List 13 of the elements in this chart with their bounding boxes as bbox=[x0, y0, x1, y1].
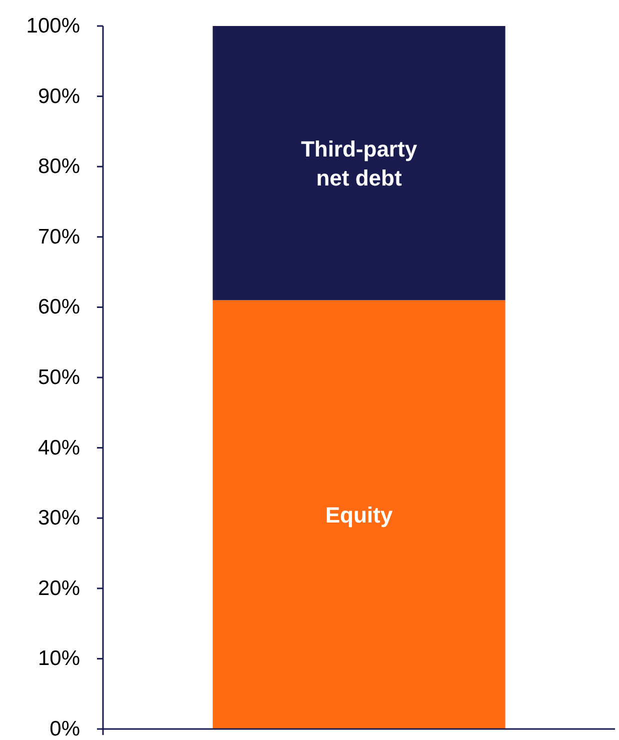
series-label: Third-party net debt bbox=[300, 136, 418, 190]
y-tick-label: 30% bbox=[38, 506, 80, 530]
y-tick-label: 80% bbox=[38, 155, 80, 178]
y-tick-label: 100% bbox=[26, 14, 80, 38]
series-label: Equity bbox=[325, 502, 394, 528]
y-tick-label: 40% bbox=[38, 436, 80, 460]
y-tick-label: 70% bbox=[38, 225, 80, 248]
y-tick-label: 90% bbox=[38, 84, 80, 108]
y-tick-label: 10% bbox=[38, 647, 80, 670]
y-tick-label: 20% bbox=[38, 576, 80, 600]
y-tick-label: 50% bbox=[38, 366, 80, 389]
y-tick-label: 60% bbox=[38, 296, 80, 319]
y-tick-label: 0% bbox=[50, 718, 80, 740]
